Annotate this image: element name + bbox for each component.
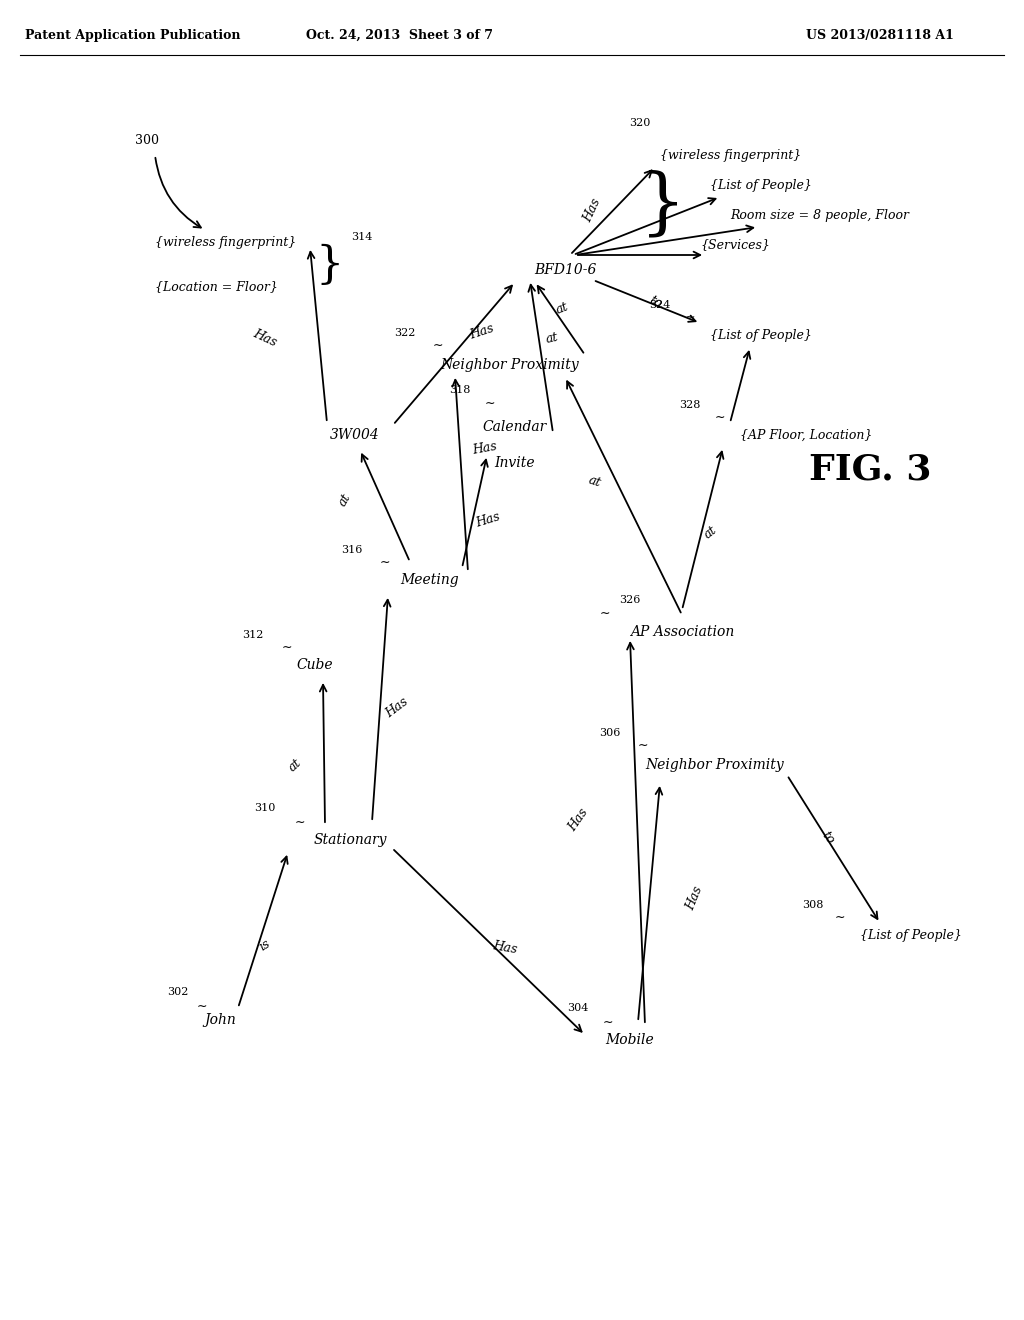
Text: ∼: ∼: [484, 396, 496, 409]
Text: 326: 326: [620, 595, 641, 605]
Text: to: to: [646, 293, 664, 310]
Text: {List of People}: {List of People}: [710, 178, 812, 191]
Text: ∼: ∼: [282, 640, 292, 653]
Text: ∼: ∼: [835, 911, 845, 924]
Text: Oct. 24, 2013  Sheet 3 of 7: Oct. 24, 2013 Sheet 3 of 7: [306, 29, 494, 41]
Text: {wireless fingerprint}: {wireless fingerprint}: [155, 236, 296, 249]
Text: AP Association: AP Association: [630, 624, 734, 639]
Text: ∼: ∼: [295, 816, 305, 829]
Text: {wireless fingerprint}: {wireless fingerprint}: [660, 149, 801, 161]
Text: Has: Has: [251, 327, 279, 348]
Text: at: at: [554, 300, 570, 317]
Text: {Location = Floor}: {Location = Floor}: [155, 281, 278, 293]
Text: ∼: ∼: [715, 411, 725, 424]
Text: Has: Has: [581, 197, 603, 224]
Text: 308: 308: [803, 900, 823, 909]
Text: ∼: ∼: [197, 999, 207, 1012]
Text: Mobile: Mobile: [605, 1034, 654, 1047]
Text: ∼: ∼: [600, 606, 610, 619]
Text: Room size = 8 people, Floor: Room size = 8 people, Floor: [730, 209, 909, 222]
Text: 314: 314: [351, 232, 373, 242]
Text: Has: Has: [472, 440, 499, 457]
Text: Stationary: Stationary: [313, 833, 387, 847]
Text: {: {: [622, 165, 668, 235]
Text: at: at: [286, 756, 304, 774]
Text: Neighbor Proximity: Neighbor Proximity: [440, 358, 580, 372]
Text: 312: 312: [243, 630, 264, 640]
Text: at: at: [545, 330, 559, 346]
Text: {List of People}: {List of People}: [860, 928, 962, 941]
Text: at: at: [336, 491, 353, 508]
Text: Neighbor Proximity: Neighbor Proximity: [645, 758, 784, 772]
Text: {Services}: {Services}: [700, 239, 770, 252]
Text: ∼: ∼: [638, 738, 648, 751]
Text: at: at: [587, 474, 603, 490]
Text: 302: 302: [167, 987, 188, 997]
Text: to: to: [819, 829, 837, 847]
Text: 310: 310: [254, 803, 275, 813]
Text: 328: 328: [679, 400, 700, 411]
Text: Has: Has: [468, 322, 496, 342]
Text: FIG. 3: FIG. 3: [809, 453, 931, 487]
Text: ∼: ∼: [685, 310, 695, 323]
Text: }: }: [315, 243, 344, 286]
Text: Has: Has: [684, 884, 706, 912]
Text: Meeting: Meeting: [400, 573, 460, 587]
Text: 322: 322: [394, 327, 416, 338]
Text: Has: Has: [565, 807, 591, 834]
Text: ∼: ∼: [380, 556, 390, 569]
Text: 300: 300: [135, 133, 159, 147]
Text: 3W004: 3W004: [330, 428, 380, 442]
Text: 324: 324: [649, 300, 671, 310]
Text: Has: Has: [383, 696, 411, 721]
Text: Has: Has: [492, 940, 518, 957]
Text: BFD10-6: BFD10-6: [534, 263, 596, 277]
Text: Has: Has: [474, 510, 502, 529]
Text: 320: 320: [630, 117, 650, 128]
Text: ∼: ∼: [603, 1015, 613, 1028]
Text: ∼: ∼: [433, 338, 443, 351]
Text: {AP Floor, Location}: {AP Floor, Location}: [740, 429, 872, 441]
Text: Patent Application Publication: Patent Application Publication: [25, 29, 241, 41]
Text: Calendar: Calendar: [483, 420, 547, 434]
Text: {List of People}: {List of People}: [710, 329, 812, 342]
Text: is: is: [257, 937, 272, 953]
Text: 318: 318: [450, 385, 471, 395]
Text: 306: 306: [599, 729, 621, 738]
Text: 316: 316: [341, 545, 362, 554]
Text: US 2013/0281118 A1: US 2013/0281118 A1: [806, 29, 954, 41]
Text: at: at: [701, 523, 719, 541]
Text: Invite: Invite: [495, 455, 536, 470]
Text: Cube: Cube: [297, 657, 334, 672]
Text: John: John: [204, 1012, 236, 1027]
Text: 304: 304: [567, 1003, 589, 1012]
